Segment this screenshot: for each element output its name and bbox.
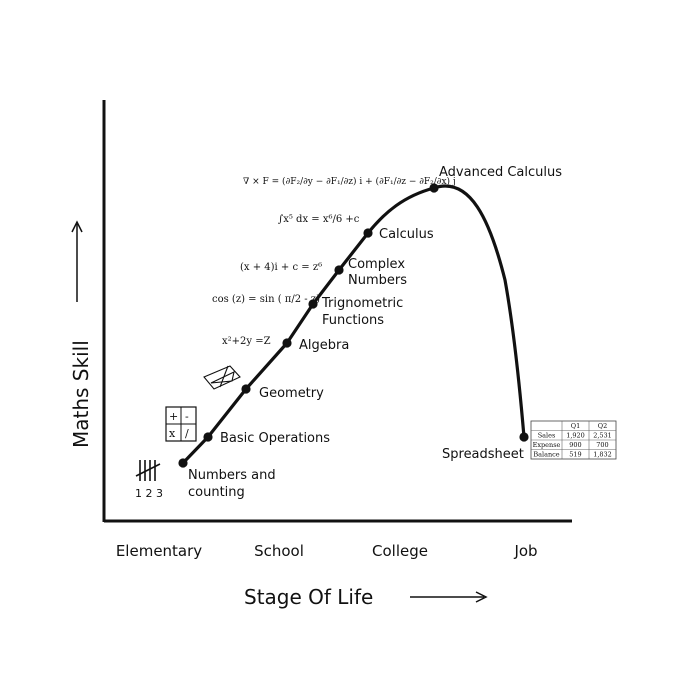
point-label-spreadsheet: Spreadsheet: [442, 447, 524, 462]
y-axis-title: Maths Skill: [69, 340, 93, 448]
stage-label-college: College: [372, 542, 428, 560]
point-complex-numbers: [334, 265, 344, 275]
counting-annotation: 1 2 3: [135, 487, 163, 500]
svg-text:+: +: [169, 410, 178, 423]
point-label-algebra: Algebra: [299, 338, 349, 353]
point-label-trig: Trignometric Functions: [321, 296, 407, 328]
spreadsheet-table: Q1 Q2 Sales 1,920 2,531 Expense 900 700 Balance 5…: [530, 420, 617, 460]
stage-label-school: School: [254, 542, 304, 560]
point-algebra: [282, 338, 292, 348]
x-axis-title: Stage Of Life: [244, 585, 373, 609]
point-label-complex: Complex Numbers: [348, 257, 409, 288]
complex-equation: (x + 4)i + c = z⁶: [240, 262, 322, 273]
point-advanced-calculus: [429, 183, 439, 193]
point-label-basic-operations: Basic Operations: [220, 431, 330, 446]
table-cell: Expense: [533, 441, 561, 449]
point-spreadsheet: [519, 432, 529, 442]
point-calculus: [363, 228, 373, 238]
curl-equation: ∇ × F = (∂F₂/∂y − ∂F₁/∂z) i + (∂F₁/∂z − …: [243, 176, 456, 187]
table-cell: 519: [569, 451, 581, 459]
point-label-calculus: Calculus: [379, 227, 434, 242]
svg-text:x: x: [169, 427, 176, 440]
table-cell: 1,920: [566, 432, 585, 440]
y-axis-arrow: [71, 220, 83, 302]
point-label-advanced-calculus: Advanced Calculus: [439, 165, 562, 180]
tally-marks-icon: [135, 460, 161, 481]
table-header-cell: Q2: [598, 422, 607, 430]
stage-label-job: Job: [513, 542, 537, 560]
svg-text:-: -: [185, 410, 189, 423]
table-cell: 1,832: [593, 451, 612, 459]
table-header-cell: Q1: [571, 422, 580, 430]
point-label-numbers: Numbers and counting: [188, 468, 280, 500]
table-cell: 700: [596, 441, 608, 449]
point-trignometric-functions: [308, 299, 318, 309]
stage-label-elementary: Elementary: [116, 542, 202, 560]
algebra-equation: x²+2y =Z: [222, 336, 271, 347]
table-cell: 2,531: [593, 432, 612, 440]
table-cell: Sales: [538, 432, 556, 440]
svg-text:/: /: [185, 427, 189, 440]
table-cell: 900: [569, 441, 581, 449]
point-label-geometry: Geometry: [259, 386, 324, 401]
geometry-shape-icon: [203, 365, 241, 390]
point-basic-operations: [203, 432, 213, 442]
point-geometry: [241, 384, 251, 394]
calculus-equation: ∫x⁵ dx = x⁶/6 +c: [278, 214, 360, 225]
table-cell: Balance: [533, 451, 559, 459]
point-numbers-and-counting: [178, 458, 188, 468]
skill-curve: [181, 184, 526, 465]
x-axis-arrow: [410, 591, 488, 603]
operations-grid-icon: + - x /: [165, 406, 197, 442]
points-layer: [178, 183, 529, 468]
trig-equation: cos (z) = sin ( π/2 - z): [212, 294, 320, 305]
